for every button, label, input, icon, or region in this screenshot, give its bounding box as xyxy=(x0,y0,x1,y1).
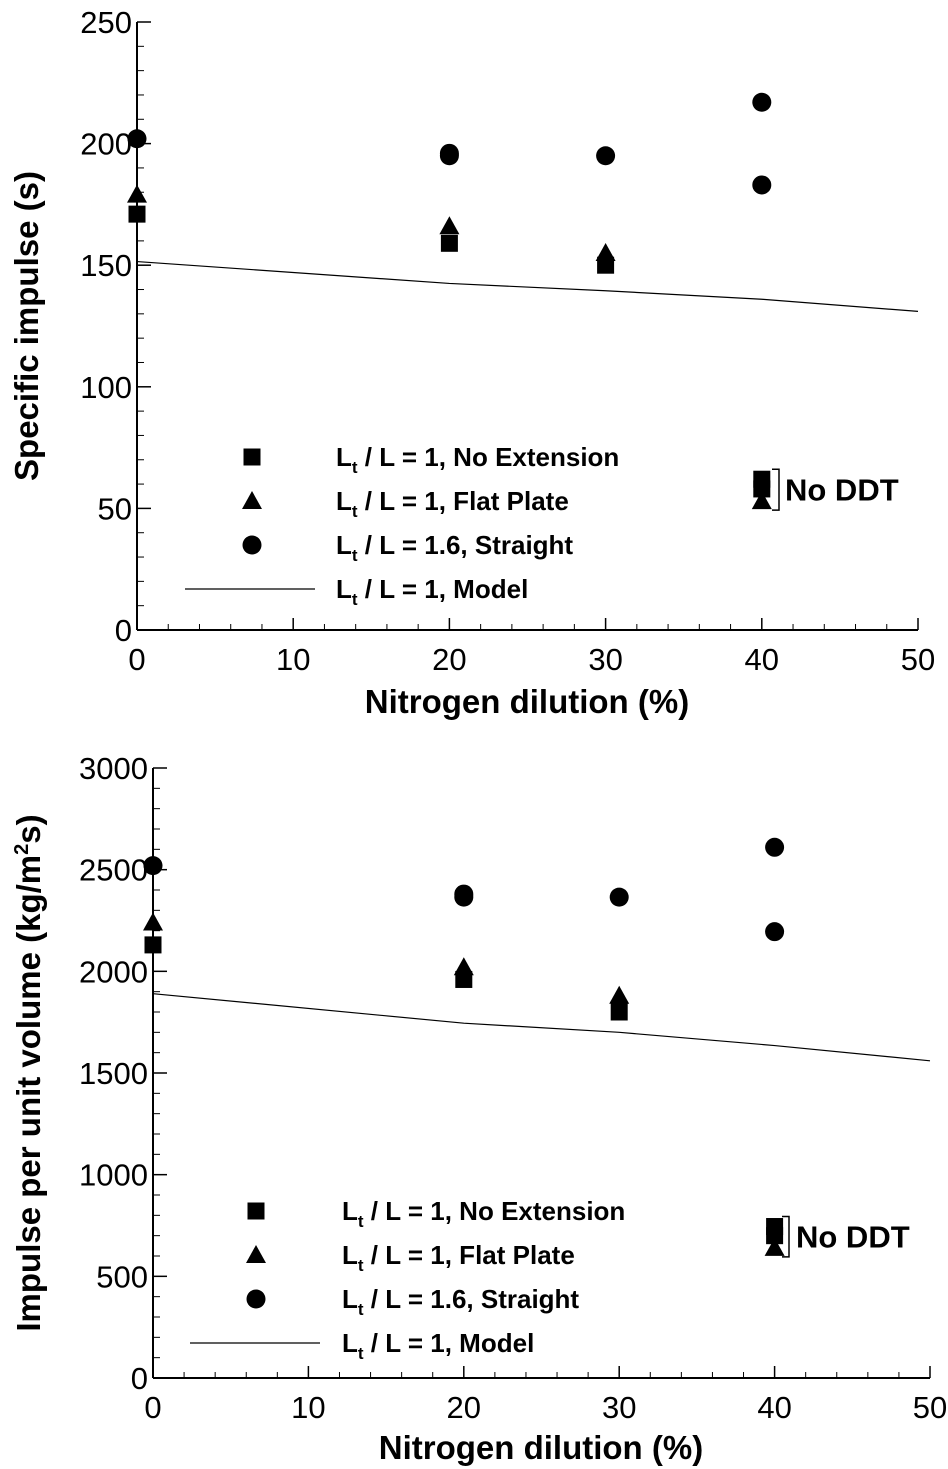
no-ddt-label: No DDT xyxy=(785,473,899,508)
data-point-square xyxy=(144,936,162,954)
data-point-circle xyxy=(454,887,474,907)
data-point-triangle xyxy=(127,184,147,203)
legend-entry: Lt / L = 1.6, Straight xyxy=(242,530,573,565)
data-point-circle xyxy=(596,146,616,166)
data-point-circle xyxy=(609,887,629,907)
data-point-circle xyxy=(127,129,147,149)
data-point-triangle xyxy=(751,491,772,510)
data-point-triangle xyxy=(453,957,474,976)
y-tick-label: 200 xyxy=(80,127,132,162)
legend-entry: Lt / L = 1, No Extension xyxy=(247,1196,625,1231)
data-point-circle xyxy=(752,92,772,112)
y-tick-label: 1500 xyxy=(79,1056,148,1091)
data-point-square xyxy=(610,1003,628,1021)
legend-label: Lt / L = 1, Flat Plate xyxy=(336,486,569,521)
x-axis-label: Nitrogen dilution (%) xyxy=(365,683,689,720)
y-tick-label: 2500 xyxy=(79,853,148,888)
x-tick-label: 10 xyxy=(291,1390,325,1425)
x-tick-label: 30 xyxy=(588,642,622,677)
y-tick-label: 0 xyxy=(131,1361,148,1396)
data-point-triangle xyxy=(764,1237,785,1256)
y-tick-label: 2000 xyxy=(79,954,148,989)
no-ddt-bracket xyxy=(772,468,780,511)
data-point-square xyxy=(753,480,771,498)
series-line xyxy=(136,260,919,313)
y-tick-label: 100 xyxy=(80,370,132,405)
legend-triangle-icon xyxy=(242,491,262,509)
data-point-circle xyxy=(765,837,785,857)
series-circle xyxy=(143,837,785,942)
data-point-triangle xyxy=(143,912,163,931)
x-tick-label: 40 xyxy=(757,1390,791,1425)
x-tick-label: 30 xyxy=(602,1390,636,1425)
data-point-circle xyxy=(439,146,459,166)
y-tick-label: 250 xyxy=(80,5,132,40)
data-point-triangle xyxy=(609,985,630,1004)
legend-square-icon xyxy=(243,448,261,466)
data-point-triangle xyxy=(595,243,616,262)
data-point-square xyxy=(766,1227,784,1245)
legend-label: Lt / L = 1.6, Straight xyxy=(342,1284,579,1319)
series-triangle xyxy=(143,912,785,1256)
legend-label: Lt / L = 1.6, Straight xyxy=(336,530,573,565)
legend-label: Lt / L = 1, Model xyxy=(342,1328,534,1363)
series-line xyxy=(152,993,931,1062)
no-ddt-label: No DDT xyxy=(796,1220,910,1255)
data-point-circle xyxy=(752,175,772,195)
y-tick-label: 150 xyxy=(80,248,132,283)
x-tick-label: 50 xyxy=(901,642,935,677)
data-point-square xyxy=(440,234,458,252)
data-point-square xyxy=(128,205,146,223)
model-line xyxy=(152,993,931,1062)
legend-triangle-icon xyxy=(246,1245,266,1263)
legend-entry: Lt / L = 1, Flat Plate xyxy=(246,1240,575,1275)
legend-circle-icon xyxy=(242,535,262,555)
x-tick-label: 0 xyxy=(144,1390,161,1425)
y-tick-label: 0 xyxy=(115,613,132,648)
data-point-circle xyxy=(143,856,163,876)
series-circle xyxy=(127,92,772,195)
x-tick-label: 20 xyxy=(432,642,466,677)
y-tick-label: 50 xyxy=(98,491,132,526)
legend-square-icon xyxy=(247,1202,265,1220)
y-tick-label: 3000 xyxy=(79,751,148,786)
legend-circle-icon xyxy=(246,1289,266,1309)
data-point-triangle xyxy=(439,216,460,235)
legend-entry: Lt / L = 1, Model xyxy=(190,1328,534,1363)
y-tick-label: 1000 xyxy=(79,1158,148,1193)
chart-1: 0 10 20 30 40 50 0 50 100 150 200 250 Nitrogen dilut… xyxy=(8,5,935,720)
legend-entry: Lt / L = 1, Model xyxy=(185,574,528,609)
legend-label: Lt / L = 1, Flat Plate xyxy=(342,1240,575,1275)
model-line xyxy=(136,260,919,313)
legend-label: Lt / L = 1, No Extension xyxy=(336,442,619,477)
x-tick-label: 0 xyxy=(128,642,145,677)
legend-label: Lt / L = 1, Model xyxy=(336,574,528,609)
legend-entry: Lt / L = 1.6, Straight xyxy=(246,1284,579,1319)
legend-entry: Lt / L = 1, No Extension xyxy=(243,442,619,477)
x-tick-label: 40 xyxy=(745,642,779,677)
x-tick-label: 10 xyxy=(276,642,310,677)
x-tick-label: 20 xyxy=(447,1390,481,1425)
chart-2: 0 10 20 30 40 50050010001500200025003000Nitro… xyxy=(10,751,947,1466)
series-triangle xyxy=(127,184,772,510)
y-axis-label: Specific impulse (s) xyxy=(8,171,45,481)
data-point-circle xyxy=(765,922,785,942)
no-ddt-bracket xyxy=(782,1215,790,1258)
x-tick-label: 50 xyxy=(913,1390,947,1425)
x-axis-label: Nitrogen dilution (%) xyxy=(379,1429,703,1466)
legend-entry: Lt / L = 1, Flat Plate xyxy=(242,486,569,521)
y-tick-label: 500 xyxy=(96,1259,148,1294)
legend-label: Lt / L = 1, No Extension xyxy=(342,1196,625,1231)
y-axis-label: Impulse per unit volume (kg/m2s) xyxy=(10,814,47,1331)
